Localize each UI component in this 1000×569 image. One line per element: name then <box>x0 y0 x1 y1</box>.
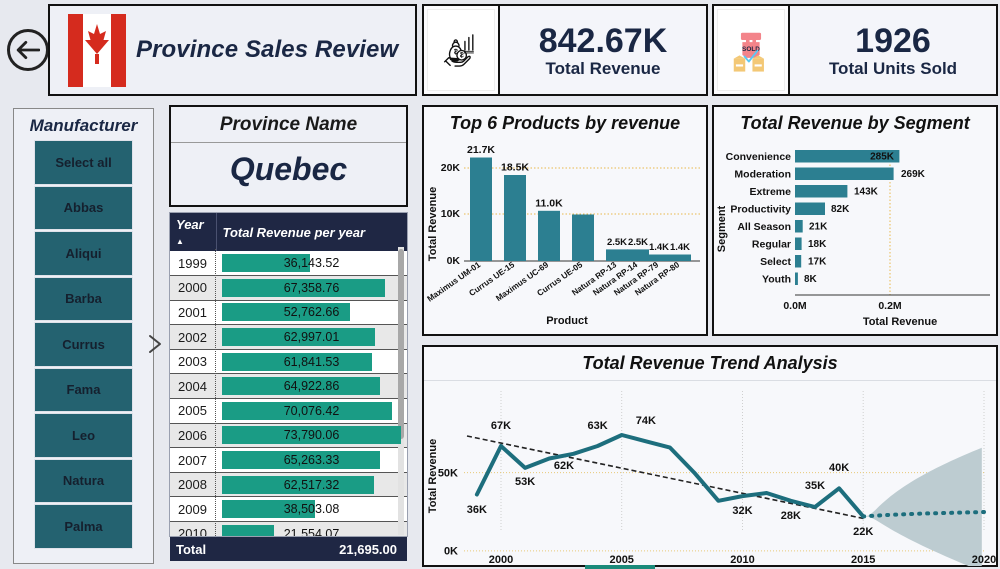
svg-text:1.4K: 1.4K <box>649 242 669 253</box>
svg-text:50K: 50K <box>438 468 458 480</box>
svg-text:11.0K: 11.0K <box>535 197 563 209</box>
svg-text:36K: 36K <box>467 504 487 516</box>
svg-text:Total Revenue: Total Revenue <box>863 316 937 328</box>
svg-text:53K: 53K <box>515 476 535 488</box>
svg-text:269K: 269K <box>901 169 926 180</box>
svg-text:18.5K: 18.5K <box>501 162 529 174</box>
svg-text:0K: 0K <box>444 546 458 558</box>
svg-text:Moderation: Moderation <box>734 169 791 181</box>
svg-text:Total Revenue: Total Revenue <box>427 187 439 261</box>
svg-text:285K: 285K <box>870 152 895 163</box>
svg-text:67K: 67K <box>491 420 511 432</box>
svg-text:Product: Product <box>546 315 588 327</box>
svg-text:0K: 0K <box>447 255 461 267</box>
svg-text:74K: 74K <box>636 415 656 427</box>
svg-text:2.5K: 2.5K <box>607 237 627 248</box>
svg-text:22K: 22K <box>853 526 873 538</box>
svg-text:0.0M: 0.0M <box>783 300 807 312</box>
svg-text:28K: 28K <box>781 510 801 522</box>
svg-text:All Season: All Season <box>737 221 791 233</box>
svg-text:10K: 10K <box>441 208 461 220</box>
svg-text:2015: 2015 <box>851 554 875 566</box>
svg-text:82K: 82K <box>831 204 850 215</box>
svg-text:2.5K: 2.5K <box>628 237 648 248</box>
svg-text:Total Revenue: Total Revenue <box>427 439 439 513</box>
svg-text:20K: 20K <box>441 162 461 174</box>
svg-text:Regular: Regular <box>752 239 791 251</box>
svg-text:143K: 143K <box>854 187 879 198</box>
svg-text:Segment: Segment <box>716 205 728 252</box>
svg-text:8K: 8K <box>804 274 818 285</box>
svg-text:62K: 62K <box>554 460 574 472</box>
svg-text:21K: 21K <box>809 222 828 233</box>
svg-text:17K: 17K <box>808 257 827 268</box>
svg-text:21.7K: 21.7K <box>467 144 495 156</box>
svg-text:Youth: Youth <box>762 274 791 286</box>
svg-text:Extreme: Extreme <box>750 186 792 198</box>
svg-text:63K: 63K <box>588 420 608 432</box>
svg-text:40K: 40K <box>829 462 849 474</box>
svg-text:Productivity: Productivity <box>730 204 791 216</box>
svg-text:2000: 2000 <box>489 554 513 566</box>
svg-text:2010: 2010 <box>730 554 754 566</box>
svg-text:0.2M: 0.2M <box>878 300 902 312</box>
svg-text:35K: 35K <box>805 480 825 492</box>
svg-text:2020: 2020 <box>972 554 996 566</box>
svg-text:18K: 18K <box>808 239 827 250</box>
svg-text:Convenience: Convenience <box>726 151 792 163</box>
svg-text:1.4K: 1.4K <box>670 242 690 253</box>
svg-text:Select: Select <box>760 256 791 268</box>
svg-text:32K: 32K <box>732 505 752 517</box>
